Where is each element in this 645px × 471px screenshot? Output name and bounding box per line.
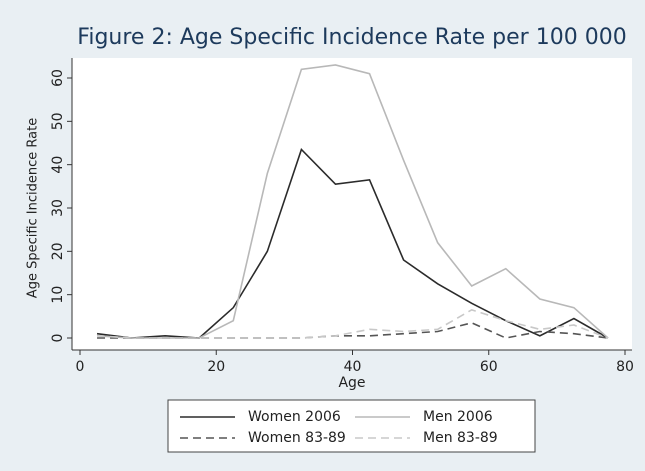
y-tick-label: 50	[50, 112, 66, 130]
legend-label: Men 2006	[423, 409, 493, 425]
legend-label: Women 83-89	[248, 430, 346, 446]
x-axis-label: Age	[338, 375, 365, 391]
x-tick-label: 0	[76, 359, 85, 375]
line-series	[96, 308, 609, 339]
y-tick-label: 30	[50, 199, 66, 217]
legend-box	[167, 399, 536, 453]
y-tick-label: 0	[50, 334, 66, 343]
chart-title: Figure 2: Age Specific Incidence Rate pe…	[77, 25, 626, 50]
plot-area	[72, 58, 632, 350]
y-tick-label: 40	[50, 156, 66, 174]
legend-label: Women 2006	[248, 409, 341, 425]
line-series	[96, 148, 609, 339]
y-tick-label: 10	[50, 286, 66, 304]
y-tick-label: 20	[50, 242, 66, 260]
y-tick-label: 60	[50, 69, 66, 87]
x-tick-label: 40	[344, 359, 362, 375]
y-axis-label: Age Specific Incidence Rate	[26, 118, 41, 298]
x-tick-label: 20	[207, 359, 225, 375]
legend-label: Men 83-89	[423, 430, 498, 446]
x-tick-label: 80	[616, 359, 634, 375]
x-tick-label: 60	[480, 359, 498, 375]
